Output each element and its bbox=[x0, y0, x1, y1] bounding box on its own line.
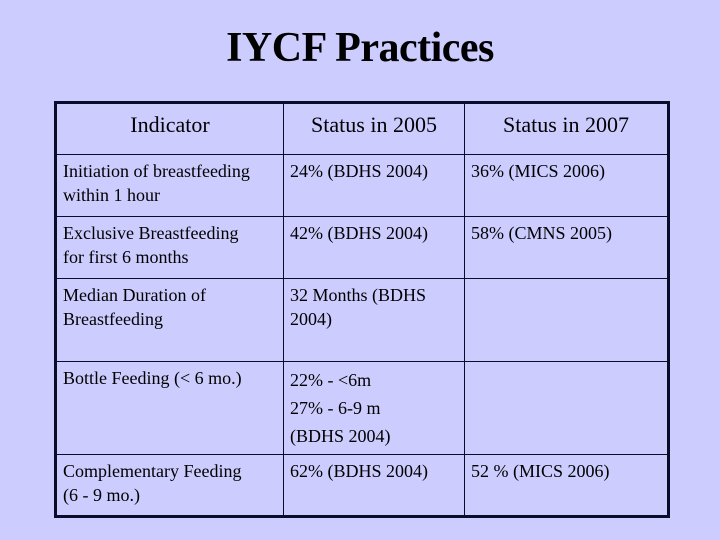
status-2007-cell bbox=[464, 361, 669, 455]
status-2005-cell: 22% - <6m 27% - 6-9 m (BDHS 2004) bbox=[283, 361, 465, 455]
table-row: Median Duration of Breastfeeding 32 Mont… bbox=[55, 278, 669, 363]
status-2007-cell: 36% (MICS 2006) bbox=[464, 153, 669, 218]
indicator-cell: Exclusive Breastfeeding for first 6 mont… bbox=[55, 216, 284, 280]
header-status-2005: Status in 2005 bbox=[283, 102, 465, 155]
status-2005-cell: 24% (BDHS 2004) bbox=[283, 153, 465, 218]
cell-line: Bottle Feeding (< 6 mo.) bbox=[63, 368, 242, 389]
status-2005-cell: 32 Months (BDHS 2004) bbox=[283, 278, 465, 363]
status-2005-cell: 42% (BDHS 2004) bbox=[283, 216, 465, 280]
cell-line: 58% (CMNS 2005) bbox=[471, 223, 613, 244]
table-row: Exclusive Breastfeeding for first 6 mont… bbox=[55, 216, 669, 280]
table-row: Complementary Feeding (6 - 9 mo.) 62% (B… bbox=[55, 453, 669, 518]
table-row: Initiation of breastfeeding within 1 hou… bbox=[55, 153, 669, 218]
cell-line: 24% (BDHS 2004) bbox=[290, 160, 428, 181]
cell-line: 36% (MICS 2006) bbox=[471, 160, 605, 181]
header-indicator: Indicator bbox=[55, 102, 284, 155]
status-2005-cell: 62% (BDHS 2004) bbox=[283, 453, 465, 518]
status-2007-cell: 58% (CMNS 2005) bbox=[464, 216, 669, 280]
cell-line: (6 - 9 mo.) bbox=[63, 484, 140, 505]
cell-line: 62% (BDHS 2004) bbox=[290, 460, 428, 481]
slide-title: IYCF Practices bbox=[226, 25, 494, 71]
cell-line: Median Duration of bbox=[63, 285, 206, 306]
status-2007-cell: 52 % (MICS 2006) bbox=[464, 453, 669, 518]
indicator-cell: Complementary Feeding (6 - 9 mo.) bbox=[55, 453, 284, 518]
cell-line: within 1 hour bbox=[63, 184, 160, 205]
status-2007-cell bbox=[464, 278, 669, 363]
indicator-cell: Initiation of breastfeeding within 1 hou… bbox=[55, 153, 284, 218]
cell-line: 32 Months (BDHS bbox=[290, 285, 427, 306]
iycf-table: Indicator Status in 2005 Status in 2007 … bbox=[54, 101, 670, 518]
cell-line: (BDHS 2004) bbox=[290, 426, 391, 447]
table-row: Bottle Feeding (< 6 mo.) 22% - <6m 27% -… bbox=[55, 361, 669, 455]
cell-line: Exclusive Breastfeeding bbox=[63, 223, 239, 244]
cell-line: 27% - 6-9 m bbox=[290, 398, 381, 419]
cell-line: 42% (BDHS 2004) bbox=[290, 223, 428, 244]
cell-line: 52 % (MICS 2006) bbox=[471, 460, 610, 481]
indicator-cell: Median Duration of Breastfeeding bbox=[55, 278, 284, 363]
cell-line: 22% - <6m bbox=[290, 370, 372, 391]
cell-line: Breastfeeding bbox=[63, 309, 163, 330]
cell-line: 2004) bbox=[290, 309, 332, 330]
indicator-cell: Bottle Feeding (< 6 mo.) bbox=[55, 361, 284, 455]
cell-line: Complementary Feeding bbox=[63, 460, 242, 481]
cell-line: Initiation of breastfeeding bbox=[63, 160, 250, 181]
cell-line: for first 6 months bbox=[63, 247, 189, 268]
header-status-2007: Status in 2007 bbox=[464, 102, 669, 155]
header-row: Indicator Status in 2005 Status in 2007 bbox=[55, 102, 669, 155]
